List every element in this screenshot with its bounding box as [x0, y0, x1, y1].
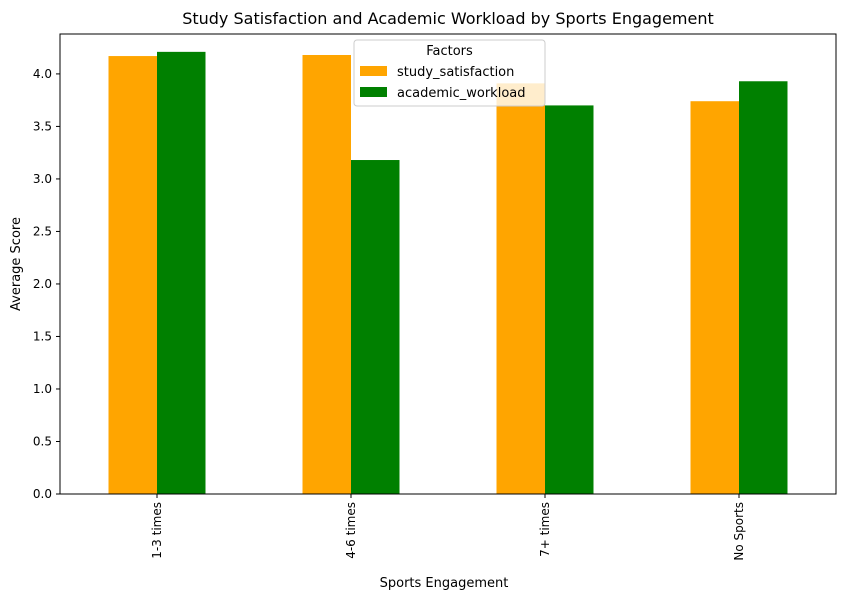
bar-study_satisfaction-0: [108, 56, 157, 494]
y-tick-label: 3.5: [33, 119, 52, 133]
bar-study_satisfaction-1: [302, 55, 351, 494]
plot-frame: [59, 33, 837, 495]
y-tick-label: 0.5: [33, 434, 52, 448]
bar-academic_workload-3: [739, 81, 788, 494]
legend: Factors study_satisfaction academic_workl…: [353, 39, 546, 107]
bar-academic_workload-1: [351, 160, 400, 494]
y-tick-label: 1.0: [33, 382, 52, 396]
x-axis: 1-3 times 4-6 times 7+ times No Sports: [150, 494, 746, 561]
y-tick-label: 2.0: [33, 277, 52, 291]
x-tick-label: No Sports: [732, 502, 746, 561]
bar-academic_workload-0: [157, 51, 206, 494]
chart-title: Study Satisfaction and Academic Workload…: [182, 9, 714, 28]
legend-swatch-academic_workload: [360, 87, 387, 97]
legend-label-academic_workload: academic_workload: [397, 86, 526, 101]
legend-swatch-study_satisfaction: [360, 66, 387, 76]
legend-label-study_satisfaction: study_satisfaction: [397, 65, 514, 80]
bars-group: [108, 51, 788, 495]
x-tick-label: 7+ times: [538, 502, 552, 557]
y-tick-label: 0.0: [33, 487, 52, 501]
legend-items: study_satisfaction academic_workload: [360, 65, 526, 101]
y-tick-label: 2.5: [33, 224, 52, 238]
x-tick-label: 4-6 times: [344, 502, 358, 559]
legend-box: [353, 39, 546, 107]
bar-academic_workload-2: [545, 105, 594, 494]
y-tick-label: 1.5: [33, 329, 52, 343]
bar-study_satisfaction-2: [496, 83, 545, 495]
y-axis: 0.0 0.5 1.0 1.5 2.0 2.5 3.0 3.5 4.0: [33, 67, 60, 501]
x-axis-label: Sports Engagement: [380, 576, 509, 591]
bar-study_satisfaction-3: [690, 101, 739, 495]
x-tick-label: 1-3 times: [150, 502, 164, 559]
y-tick-label: 4.0: [33, 67, 52, 81]
y-axis-label: Average Score: [9, 217, 24, 311]
y-tick-label: 3.0: [33, 172, 52, 186]
legend-title: Factors: [426, 44, 473, 59]
